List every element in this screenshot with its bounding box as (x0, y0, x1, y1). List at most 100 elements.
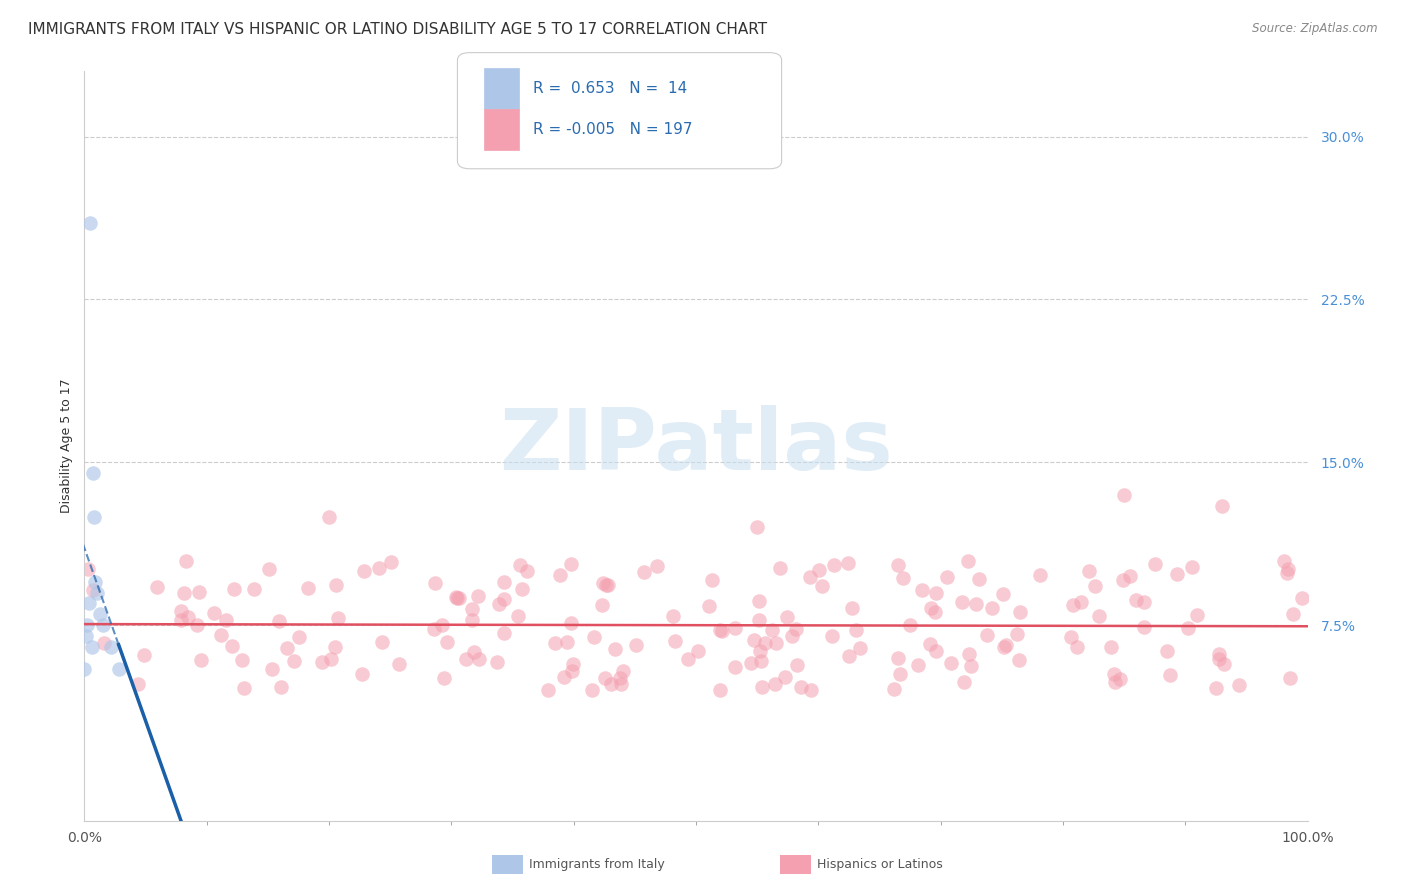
Point (222, 582, 245, 596)
Point (1187, 607, 1209, 622)
Point (468, 652, 491, 666)
Point (510, 582, 533, 596)
Point (190, 653, 212, 667)
Point (1108, 673, 1130, 687)
Point (603, 642, 626, 657)
Point (221, 639, 243, 653)
Point (1070, 595, 1092, 609)
Point (1156, 644, 1178, 658)
Point (380, 555, 402, 569)
Point (591, 598, 613, 612)
Point (84, 574, 107, 589)
Point (456, 652, 478, 666)
Point (581, 682, 603, 697)
Point (187, 585, 209, 599)
Point (823, 558, 845, 572)
Point (174, 554, 197, 568)
Point (423, 622, 446, 636)
Point (724, 659, 747, 673)
Point (678, 652, 700, 666)
Point (950, 595, 973, 609)
Point (1078, 565, 1101, 579)
Point (907, 658, 929, 673)
Point (1177, 621, 1199, 635)
Point (664, 634, 686, 648)
Point (80, 640, 103, 654)
Point (837, 556, 859, 570)
Point (82, 582, 104, 597)
Point (93, 636, 115, 650)
Point (645, 559, 668, 574)
Point (935, 570, 957, 584)
Point (1028, 568, 1050, 582)
Point (492, 625, 515, 640)
Point (751, 680, 773, 694)
Point (624, 638, 647, 652)
Point (100, 640, 122, 654)
Point (260, 662, 283, 676)
Point (1213, 657, 1236, 671)
Point (325, 578, 347, 592)
Point (561, 657, 583, 672)
Point (1099, 640, 1122, 654)
Point (560, 557, 582, 571)
Point (311, 656, 333, 670)
Point (965, 597, 987, 611)
Point (423, 576, 446, 591)
Point (494, 574, 516, 589)
Point (297, 581, 319, 595)
Point (967, 572, 990, 586)
Point (920, 637, 942, 651)
Point (1272, 553, 1295, 567)
Point (1181, 559, 1204, 574)
Point (186, 618, 208, 632)
Point (1062, 598, 1084, 612)
Point (319, 652, 342, 666)
Point (1007, 652, 1029, 666)
Point (75, 629, 97, 643)
Point (433, 672, 456, 686)
Point (553, 670, 575, 684)
Point (516, 564, 538, 578)
Point (941, 657, 963, 671)
Point (371, 634, 394, 648)
Point (887, 558, 910, 573)
Point (612, 665, 634, 679)
Point (467, 590, 489, 604)
Point (775, 610, 797, 624)
Point (773, 670, 796, 684)
Point (388, 657, 411, 672)
Point (754, 635, 776, 649)
Point (318, 509, 340, 524)
Point (688, 644, 710, 658)
Point (488, 597, 510, 611)
Point (723, 621, 745, 635)
Point (959, 659, 981, 673)
Point (537, 682, 560, 697)
Point (446, 590, 468, 604)
Text: Source: ZipAtlas.com: Source: ZipAtlas.com (1253, 22, 1378, 36)
FancyBboxPatch shape (457, 53, 782, 169)
Point (276, 640, 298, 655)
Point (555, 635, 578, 649)
Point (889, 667, 911, 681)
Point (107, 662, 129, 676)
Point (1066, 640, 1088, 654)
Point (920, 601, 942, 615)
Point (561, 664, 583, 678)
Point (785, 622, 807, 636)
Point (127, 677, 149, 691)
Point (849, 641, 872, 656)
Point (808, 563, 831, 577)
Point (449, 591, 471, 605)
Point (600, 677, 623, 691)
Point (769, 561, 792, 575)
Point (446, 591, 468, 605)
Point (799, 569, 821, 583)
Point (976, 628, 998, 642)
Point (257, 562, 280, 576)
Point (1084, 579, 1107, 593)
Point (1104, 674, 1126, 689)
Point (786, 658, 808, 673)
Point (925, 644, 948, 658)
